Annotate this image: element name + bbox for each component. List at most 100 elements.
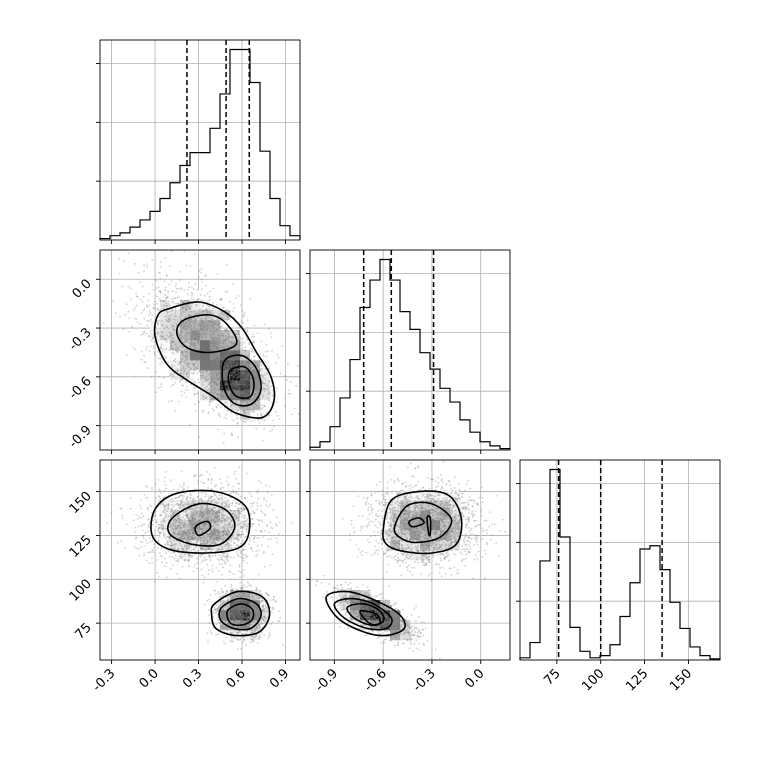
scatter-point-0-395 [187, 339, 189, 342]
scatter-point-0-242 [197, 341, 200, 344]
scatter-point-0-109 [221, 345, 224, 348]
scatter-point-1-1165 [223, 560, 225, 562]
scatter-point-0-1416 [213, 353, 215, 356]
scatter-point-0-34 [212, 338, 215, 341]
scatter-point-1-1133 [237, 538, 239, 540]
scatter-point-1-490 [195, 510, 198, 513]
scatter-point-1-710 [155, 521, 158, 524]
scatter-point-0-711 [203, 309, 206, 312]
scatter-point-0-778 [197, 363, 200, 365]
scatter-point-1-188 [193, 530, 196, 533]
scatter-point-0-1895 [237, 405, 240, 408]
scatter-point-0-2414 [263, 419, 266, 422]
scatter-point-0-2067 [219, 376, 222, 379]
scatter-point-0-1450 [252, 333, 255, 336]
scatter-point-1-1730 [169, 479, 172, 482]
density-cell-0-13-3 [230, 410, 241, 421]
scatter-point-1-1641 [229, 517, 232, 520]
scatter-point-0-239 [220, 324, 223, 327]
scatter-point-0-1855 [249, 387, 251, 390]
scatter-point-0-2258 [215, 362, 218, 365]
scatter-point-0-1830 [245, 394, 247, 397]
scatter-point-1-279 [199, 518, 201, 521]
scatter-point-0-548 [203, 325, 206, 328]
scatter-point-1-457 [182, 548, 185, 550]
scatter-point-1-1392 [191, 507, 194, 510]
scatter-point-0-2086 [233, 369, 235, 372]
scatter-point-0-1910 [205, 356, 207, 359]
scatter-point-0-1337 [266, 350, 269, 353]
scatter-point-0-278 [183, 391, 186, 394]
scatter-point-1-1494 [197, 539, 200, 541]
scatter-point-0-2198 [232, 382, 234, 385]
scatter-point-0-376 [159, 363, 162, 365]
scatter-point-1-1011 [164, 513, 167, 516]
scatter-point-1-1196 [149, 551, 152, 554]
scatter-point-0-1392 [183, 349, 186, 352]
scatter-point-0-830 [200, 323, 203, 326]
scatter-point-0-2352 [240, 374, 243, 377]
scatter-point-0-760 [210, 353, 213, 355]
scatter-point-1-97 [185, 533, 188, 536]
scatter-point-0-1315 [214, 368, 217, 370]
scatter-point-1-1338 [248, 543, 250, 546]
scatter-point-0-777 [242, 420, 245, 423]
scatter-point-1-604 [210, 496, 213, 498]
scatter-point-1-307 [147, 509, 150, 512]
scatter-point-0-1903 [263, 388, 266, 390]
scatter-point-0-457 [190, 358, 193, 361]
scatter-point-0-1504 [231, 374, 233, 376]
scatter-point-0-607 [258, 384, 261, 386]
scatter-point-1-365 [201, 512, 204, 515]
scatter-point-0-515 [197, 355, 199, 358]
scatter-point-0-1798 [213, 375, 216, 378]
scatter-point-0-857 [220, 332, 223, 335]
scatter-point-1-125 [220, 556, 223, 559]
scatter-point-0-1721 [223, 345, 226, 348]
scatter-point-0-1394 [170, 280, 173, 282]
scatter-point-0-1304 [202, 342, 205, 344]
density-cell-0-10-12 [200, 320, 211, 331]
scatter-point-0-105 [232, 361, 235, 364]
scatter-point-0-1465 [182, 354, 185, 357]
scatter-point-1-1063 [249, 537, 251, 540]
scatter-point-0-156 [201, 365, 204, 368]
scatter-point-0-1667 [233, 342, 236, 345]
scatter-point-0-1961 [223, 354, 226, 357]
scatter-point-0-623 [171, 324, 173, 327]
scatter-point-0-1613 [208, 404, 211, 406]
scatter-point-0-810 [209, 362, 212, 365]
scatter-point-1-328 [199, 542, 202, 545]
scatter-point-0-1424 [175, 315, 178, 318]
scatter-point-1-44 [216, 496, 218, 499]
scatter-point-1-447 [248, 492, 251, 494]
scatter-point-1-1722 [235, 515, 238, 518]
scatter-point-1-609 [186, 544, 188, 547]
scatter-point-0-2120 [229, 374, 232, 377]
scatter-point-0-922 [201, 332, 204, 335]
scatter-point-0-1445 [207, 412, 210, 415]
scatter-point-0-1121 [187, 319, 190, 321]
scatter-point-0-1821 [242, 383, 245, 386]
scatter-point-0-2187 [242, 373, 245, 376]
scatter-point-0-824 [197, 276, 200, 279]
scatter-point-1-400 [191, 527, 194, 530]
scatter-point-1-937 [223, 517, 226, 520]
scatter-point-1-738 [211, 542, 213, 544]
scatter-point-0-1594 [171, 340, 173, 343]
scatter-point-1-344 [237, 519, 240, 522]
scatter-point-0-67 [203, 333, 205, 335]
scatter-point-1-1452 [219, 487, 222, 490]
scatter-point-0-1820 [243, 370, 245, 373]
scatter-point-1-755 [216, 536, 219, 539]
scatter-point-0-970 [249, 380, 252, 382]
scatter-point-0-348 [238, 356, 241, 359]
scatter-point-1-256 [172, 532, 175, 535]
scatter-point-1-209 [184, 524, 186, 527]
scatter-point-0-377 [174, 358, 177, 361]
scatter-point-0-2263 [226, 363, 229, 366]
scatter-point-0-1220 [208, 391, 211, 394]
scatter-point-0-1449 [200, 327, 202, 330]
scatter-point-1-1471 [249, 539, 252, 542]
scatter-point-0-125 [260, 407, 263, 410]
